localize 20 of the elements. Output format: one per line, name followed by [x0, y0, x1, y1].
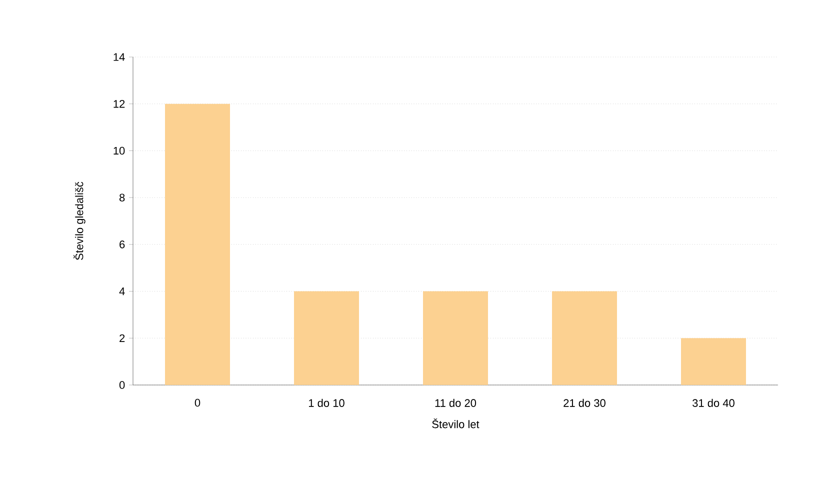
x-tick-label: 1 do 10 — [308, 398, 344, 407]
y-axis-title: Število gledališč — [73, 182, 86, 260]
x-tick-label: 11 do 20 — [435, 398, 476, 407]
bar — [681, 338, 746, 385]
y-tick-label: 8 — [119, 194, 125, 202]
bar — [294, 291, 360, 385]
x-axis-title: Število let — [432, 418, 480, 428]
bar — [423, 291, 488, 385]
bar — [552, 291, 618, 385]
y-tick-label: 0 — [119, 381, 125, 389]
y-tick-label: 14 — [114, 53, 125, 61]
x-tick-label: 31 do 40 — [692, 398, 734, 407]
x-tick-label: 0 — [194, 398, 200, 407]
y-tick-label: 4 — [119, 288, 125, 296]
bar — [165, 104, 230, 385]
x-tick-label: 21 do 30 — [564, 398, 606, 407]
y-tick-label: 2 — [120, 334, 125, 342]
y-tick-label: 10 — [114, 146, 125, 155]
y-tick-label: 12 — [114, 100, 125, 108]
y-tick-label: 6 — [120, 240, 125, 248]
